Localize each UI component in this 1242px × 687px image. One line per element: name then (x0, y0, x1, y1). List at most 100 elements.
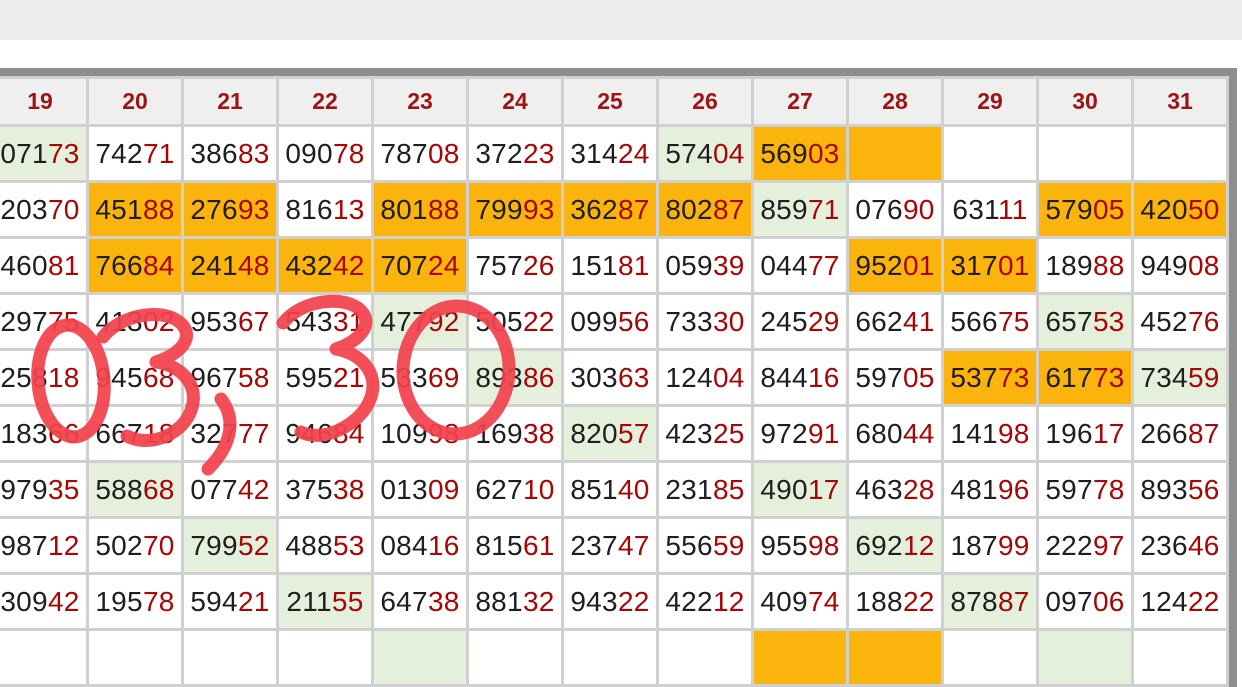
number-cell: 48853 (276, 516, 374, 575)
number-cell: 73330 (656, 292, 754, 351)
column-header: 30 (1036, 76, 1134, 127)
number-cell: 18822 (846, 572, 944, 631)
column-header-row: 19 20 21 22 23 24 25 26 27 28 29 30 31 (0, 76, 1229, 127)
number-cell: 30363 (561, 348, 659, 407)
number-cell: 26687 (1131, 404, 1229, 463)
number-cell: 37538 (276, 460, 374, 519)
column-header: 20 (86, 76, 184, 127)
number-cell: 45276 (1131, 292, 1229, 351)
number-cell: 19617 (1036, 404, 1134, 463)
number-cell: 18988 (1036, 236, 1134, 295)
number-cell: 12404 (656, 348, 754, 407)
column-header: 31 (1131, 76, 1229, 127)
number-cell (0, 628, 89, 687)
number-cell: 69212 (846, 516, 944, 575)
number-cell: 65753 (1036, 292, 1134, 351)
number-cell: 05939 (656, 236, 754, 295)
number-cell: 82057 (561, 404, 659, 463)
number-cell (1131, 124, 1229, 183)
number-cell: 24529 (751, 292, 849, 351)
number-cell: 80188 (371, 180, 469, 239)
number-cell: 46081 (0, 236, 89, 295)
number-cell: 22297 (1036, 516, 1134, 575)
number-cell (846, 124, 944, 183)
number-cell: 62710 (466, 460, 564, 519)
number-cell: 94908 (1131, 236, 1229, 295)
table-row: 98712 50270 79952 48853 08416 81561 23747 55659… (0, 516, 1229, 575)
table-row: 97935 58868 07742 37538 01309 62710 85140 23185… (0, 460, 1229, 519)
number-cell: 12422 (1131, 572, 1229, 631)
number-cell: 31701 (941, 236, 1039, 295)
column-header: 22 (276, 76, 374, 127)
table-row: 07173 74271 38683 09078 78708 37223 31424 57404… (0, 124, 1229, 183)
number-cell: 85971 (751, 180, 849, 239)
number-cell (276, 628, 374, 687)
number-cell: 94568 (86, 348, 184, 407)
number-cell: 89386 (466, 348, 564, 407)
column-header: 23 (371, 76, 469, 127)
number-cell: 31424 (561, 124, 659, 183)
number-cell: 46328 (846, 460, 944, 519)
results-table-frame: 19 20 21 22 23 24 25 26 27 28 29 30 31 07173 74271 386… (0, 68, 1237, 687)
number-cell: 94684 (276, 404, 374, 463)
number-cell: 63111 (941, 180, 1039, 239)
number-cell: 25818 (0, 348, 89, 407)
number-cell: 54331 (276, 292, 374, 351)
number-cell: 70724 (371, 236, 469, 295)
number-cell: 42325 (656, 404, 754, 463)
number-cell: 87887 (941, 572, 1039, 631)
number-cell: 23646 (1131, 516, 1229, 575)
number-cell (941, 628, 1039, 687)
number-cell: 57905 (1036, 180, 1134, 239)
number-cell: 81561 (466, 516, 564, 575)
number-cell: 48196 (941, 460, 1039, 519)
number-cell: 53369 (371, 348, 469, 407)
number-cell: 79993 (466, 180, 564, 239)
number-cell: 59778 (1036, 460, 1134, 519)
column-header: 27 (751, 76, 849, 127)
number-cell: 19578 (86, 572, 184, 631)
number-cell: 84416 (751, 348, 849, 407)
number-cell: 59521 (276, 348, 374, 407)
number-cell (1036, 628, 1134, 687)
number-cell (561, 628, 659, 687)
number-cell (86, 628, 184, 687)
number-cell: 40974 (751, 572, 849, 631)
number-cell: 16938 (466, 404, 564, 463)
column-header: 21 (181, 76, 279, 127)
column-header: 25 (561, 76, 659, 127)
number-cell: 23185 (656, 460, 754, 519)
number-cell (466, 628, 564, 687)
number-cell: 64738 (371, 572, 469, 631)
number-cell: 30942 (0, 572, 89, 631)
table-row: 46081 76684 24148 43242 70724 75726 15181 05939… (0, 236, 1229, 295)
number-cell: 43242 (276, 236, 374, 295)
number-cell: 95367 (181, 292, 279, 351)
number-cell: 32777 (181, 404, 279, 463)
number-cell (941, 124, 1039, 183)
number-cell: 15181 (561, 236, 659, 295)
number-cell: 78708 (371, 124, 469, 183)
number-cell: 42050 (1131, 180, 1229, 239)
number-cell: 57404 (656, 124, 754, 183)
number-cell (846, 628, 944, 687)
number-cell: 95598 (751, 516, 849, 575)
number-cell: 07742 (181, 460, 279, 519)
number-cell: 07173 (0, 124, 89, 183)
number-cell: 59705 (846, 348, 944, 407)
number-cell: 23747 (561, 516, 659, 575)
number-cell: 38683 (181, 124, 279, 183)
number-cell: 74271 (86, 124, 184, 183)
number-cell: 36287 (561, 180, 659, 239)
column-header: 26 (656, 76, 754, 127)
number-cell: 50270 (86, 516, 184, 575)
number-cell: 58868 (86, 460, 184, 519)
number-cell: 66241 (846, 292, 944, 351)
number-cell: 98712 (0, 516, 89, 575)
table-row: 20370 45188 27693 81613 80188 79993 36287 80287… (0, 180, 1229, 239)
number-cell: 21155 (276, 572, 374, 631)
number-cell: 95201 (846, 236, 944, 295)
number-cell: 56903 (751, 124, 849, 183)
table-row: 29775 41302 95367 54331 47792 50522 09956 73330… (0, 292, 1229, 351)
number-cell: 04477 (751, 236, 849, 295)
